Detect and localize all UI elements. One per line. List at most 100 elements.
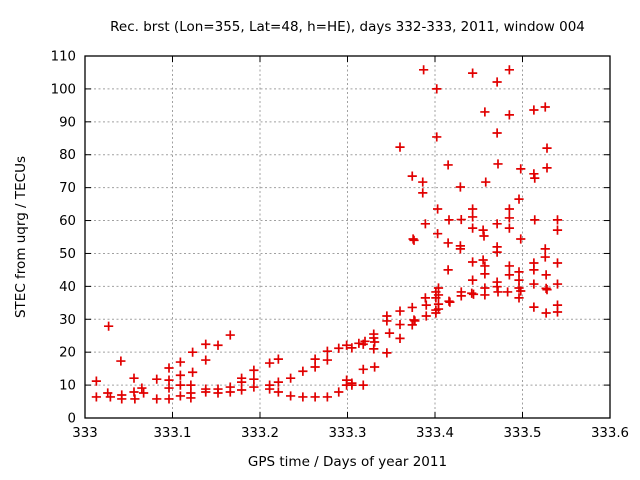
data-point-marker: [552, 307, 563, 317]
x-tick-label: 333.5: [503, 426, 541, 441]
data-point-marker: [542, 143, 552, 153]
data-point-marker: [152, 374, 162, 384]
data-point-marker: [443, 160, 453, 170]
tick-labels: 0 10 20 30 40 50 60 70 80 90 100 110 333 333.1 333.2 33…: [51, 50, 629, 442]
data-point-marker: [468, 275, 478, 285]
data-point-marker: [152, 394, 162, 404]
data-point-marker: [516, 164, 526, 174]
data-point-marker: [529, 302, 539, 312]
data-point-marker: [347, 343, 357, 353]
data-point-marker: [445, 297, 455, 307]
data-point-marker: [432, 132, 442, 142]
data-point-marker: [456, 291, 466, 301]
data-point-marker: [492, 282, 502, 292]
data-point-marker: [530, 173, 540, 183]
data-point-marker: [395, 306, 405, 316]
data-point-marker: [237, 385, 247, 395]
y-tick-label: 10: [59, 379, 76, 394]
data-point-marker: [493, 159, 503, 169]
data-point-marker: [395, 142, 405, 152]
data-point-marker: [407, 171, 417, 181]
data-point-marker: [334, 387, 344, 397]
data-point-marker: [130, 394, 140, 404]
data-point-marker: [322, 355, 332, 365]
data-point-marker: [137, 383, 147, 393]
data-point-marker: [354, 338, 364, 348]
data-point-marker: [481, 177, 491, 187]
data-point-marker: [431, 308, 441, 318]
y-tick-label: 90: [59, 115, 76, 130]
data-point-marker: [249, 365, 259, 375]
data-point-marker: [105, 392, 115, 402]
data-point-marker: [467, 288, 477, 298]
data-point-marker: [369, 333, 379, 343]
data-point-marker: [273, 387, 283, 397]
data-point-marker: [504, 213, 514, 223]
data-point-marker: [420, 219, 430, 229]
data-point-marker: [492, 128, 502, 138]
data-point-marker: [186, 393, 196, 403]
data-point-marker: [347, 380, 357, 390]
data-point-marker: [529, 265, 539, 275]
data-point-marker: [514, 267, 524, 277]
data-point-marker: [310, 354, 320, 364]
data-point-marker: [265, 358, 275, 368]
data-point-marker: [265, 384, 275, 394]
y-tick-label: 60: [59, 214, 76, 229]
data-point-marker: [175, 357, 185, 367]
data-point-marker: [91, 376, 101, 386]
data-point-marker: [514, 275, 524, 285]
data-point-marker: [541, 283, 551, 293]
data-points: [91, 65, 563, 404]
y-tick-label: 50: [59, 247, 76, 262]
data-point-marker: [480, 261, 490, 271]
y-tick-label: 70: [59, 181, 76, 196]
data-point-marker: [552, 279, 563, 289]
data-point-marker: [514, 194, 524, 204]
data-point-marker: [273, 377, 283, 387]
data-point-marker: [552, 258, 563, 268]
data-point-marker: [395, 319, 405, 330]
data-point-marker: [444, 296, 454, 306]
data-point-marker: [273, 354, 283, 364]
data-point-marker: [492, 77, 502, 87]
data-point-marker: [104, 321, 114, 331]
data-point-marker: [201, 339, 211, 349]
data-point-marker: [540, 244, 550, 254]
data-point-marker: [530, 215, 540, 225]
data-point-marker: [478, 255, 488, 265]
data-point-marker: [480, 107, 490, 117]
y-tick-label: 80: [59, 148, 76, 163]
data-point-marker: [129, 373, 139, 383]
data-point-marker: [421, 300, 431, 310]
data-point-marker: [408, 234, 418, 244]
x-tick-label: 333.3: [328, 426, 366, 441]
data-point-marker: [164, 383, 174, 393]
data-point-marker: [542, 163, 552, 173]
data-point-marker: [479, 231, 489, 241]
data-point-marker: [504, 261, 514, 271]
data-point-marker: [164, 375, 174, 385]
x-tick-label: 333.2: [241, 426, 279, 441]
data-point-marker: [504, 110, 514, 120]
data-point-marker: [310, 392, 320, 402]
data-point-marker: [541, 308, 551, 318]
data-point-marker: [492, 247, 502, 257]
data-point-marker: [455, 182, 465, 192]
data-point-marker: [175, 391, 185, 401]
data-point-marker: [310, 362, 320, 372]
data-point-marker: [360, 336, 370, 346]
data-point-marker: [540, 102, 550, 112]
data-point-marker: [541, 270, 551, 280]
x-tick-label: 333.6: [591, 426, 629, 441]
data-point-marker: [334, 343, 344, 353]
data-point-marker: [342, 340, 352, 350]
data-point-marker: [407, 302, 417, 313]
data-point-marker: [552, 225, 563, 235]
data-point-marker: [480, 269, 490, 279]
data-point-marker: [225, 330, 235, 340]
data-point-marker: [443, 265, 453, 275]
data-point-marker: [129, 387, 139, 397]
data-point-marker: [175, 380, 185, 390]
